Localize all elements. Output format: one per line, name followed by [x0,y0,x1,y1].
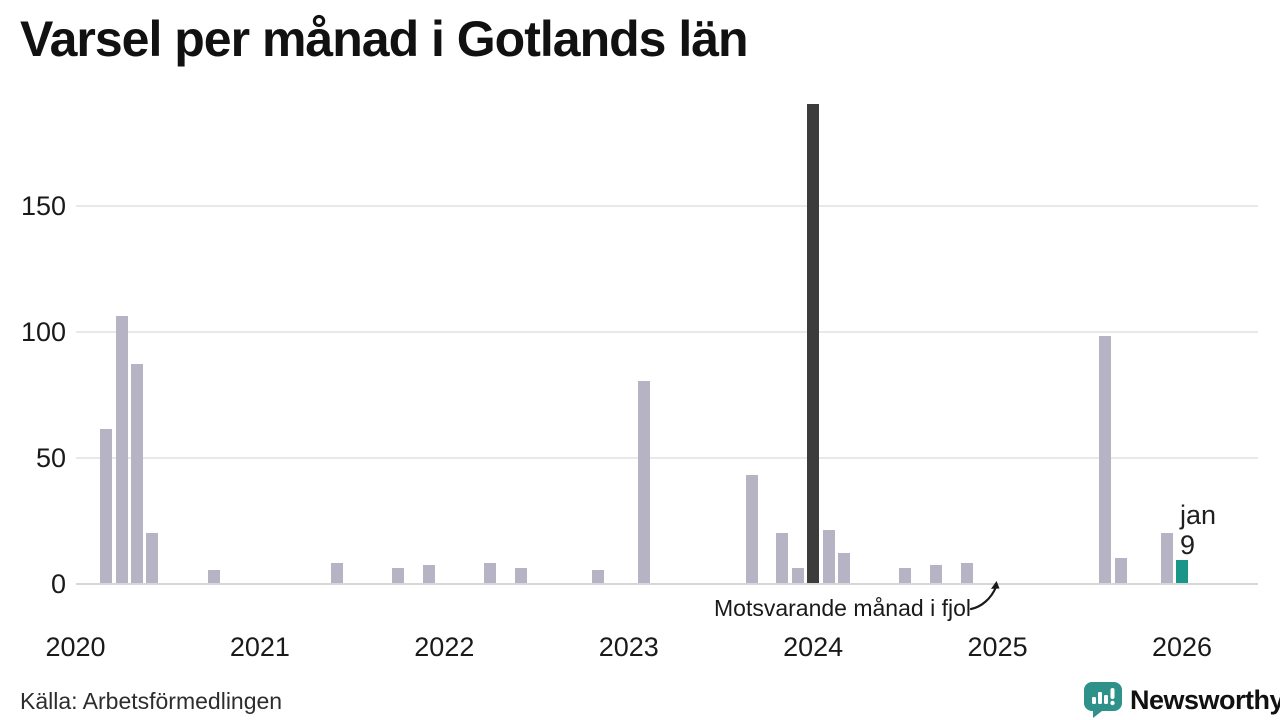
bar-2020-03 [100,429,113,583]
y-tick-label-50: 50 [35,443,66,473]
bar-2020-06 [146,532,159,583]
bar-2024-09 [930,565,943,583]
bar-2024-11 [960,562,973,583]
bar-2023-12 [791,567,804,583]
bar-2020-10 [207,570,220,583]
bar-2023-09 [745,474,758,583]
x-tick-label-2023: 2023 [598,632,659,662]
newsworthy-wordmark: Newsworthy [1130,684,1280,715]
latest-month-label: jan [1180,500,1217,530]
bar-2025-12 [1160,532,1173,583]
bar-2025-09 [1114,557,1127,583]
bar-2021-10 [392,567,405,583]
x-tick-label-2026: 2026 [1151,632,1213,662]
annotation-arrow-icon [969,581,1000,611]
y-tick-label-100: 100 [20,317,66,347]
source-label: Källa: Arbetsförmedlingen [20,688,283,714]
gridline-100 [76,331,1258,333]
bar-2023-02 [638,381,651,583]
x-axis-line [76,583,1258,585]
bar-2024-07 [899,567,912,583]
bar-2024-03 [837,552,850,583]
annotation-last-year: Motsvarande månad i fjol [714,595,971,621]
bar-2020-05 [130,363,143,583]
x-tick-label-2020: 2020 [45,632,106,662]
bar-2025-08 [1099,336,1112,583]
bar-2024-01 [807,104,820,583]
newsworthy-logo: Newsworthy [1084,682,1280,718]
y-tick-label-0: 0 [50,569,66,599]
latest-value: 9 [1180,530,1196,560]
bar-2026-01 [1175,560,1188,583]
bar-2022-04 [484,562,497,583]
bar-2021-06 [330,562,343,583]
bar-2020-04 [115,315,128,583]
gridline-50 [76,457,1258,459]
x-tick-label-2021: 2021 [229,632,290,662]
newsworthy-bubble-icon [1084,682,1122,718]
bar-2022-11 [592,570,604,583]
bar-2021-12 [422,565,435,583]
page-title: Varsel per månad i Gotlands län [20,11,749,67]
bar-2022-06 [515,567,528,583]
bar-2023-11 [776,532,789,583]
x-tick-label-2022: 2022 [414,632,475,662]
latest-value-label: jan 9 [1180,500,1216,560]
bar-2024-02 [822,530,835,583]
y-tick-label-150: 150 [20,191,66,221]
x-tick-label-2025: 2025 [967,632,1028,662]
x-tick-label-2024: 2024 [783,632,844,662]
gridline-150 [76,205,1258,207]
